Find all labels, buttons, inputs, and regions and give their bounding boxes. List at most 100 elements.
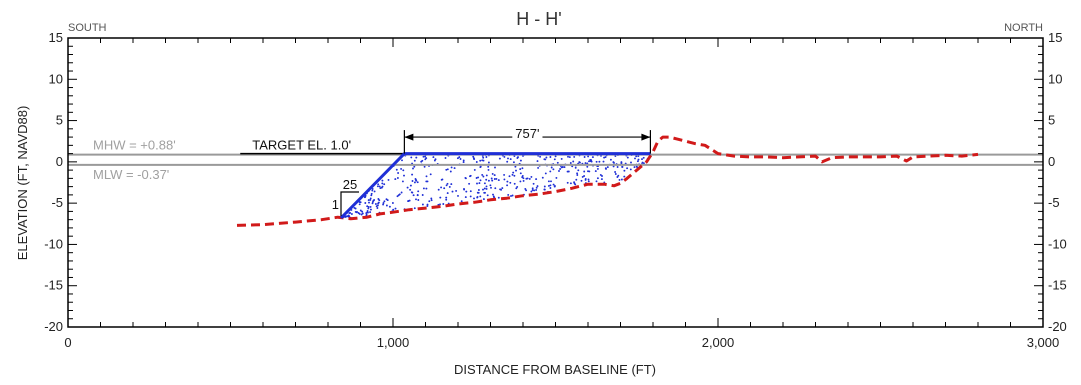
fill-stipple-dot xyxy=(426,205,429,207)
fill-stipple-dot xyxy=(458,156,461,159)
tide-label: MLW = -0.37' xyxy=(93,167,169,182)
fill-stipple-dot xyxy=(515,187,518,190)
fill-stipple-dot xyxy=(416,181,419,184)
fill-stipple-dot xyxy=(567,155,569,158)
fill-stipple-dot xyxy=(583,156,586,158)
fill-stipple-dot xyxy=(555,176,558,179)
y-tick-label-right: 10 xyxy=(1048,71,1062,86)
fill-stipple-dot xyxy=(358,212,361,215)
fill-stipple-dot xyxy=(563,166,566,169)
fill-stipple-dot xyxy=(424,158,427,161)
fill-stipple-dot xyxy=(580,179,583,182)
fill-stipple-dot xyxy=(492,193,494,196)
fill-stipple-dot xyxy=(587,180,590,183)
fill-stipple-dot xyxy=(469,195,472,198)
fill-stipple-dot xyxy=(503,178,506,181)
fill-stipple-dot xyxy=(604,167,607,170)
fill-stipple-dot xyxy=(506,180,509,183)
fill-stipple-dot xyxy=(630,161,632,164)
fill-stipple-dot xyxy=(525,189,528,192)
fill-stipple-dot xyxy=(545,156,548,159)
fill-stipple-dot xyxy=(485,187,488,190)
y-tick-label-right: -20 xyxy=(1048,319,1067,334)
fill-stipple-dot xyxy=(550,180,552,183)
fill-stipple-dot xyxy=(600,178,603,181)
fill-stipple-dot xyxy=(547,180,550,183)
fill-stipple-dot xyxy=(465,190,468,193)
fill-stipple-dot xyxy=(354,207,357,210)
fill-stipple-dot xyxy=(456,157,459,160)
slope-indicator xyxy=(340,191,359,217)
fill-stipple-dot xyxy=(604,156,607,159)
fill-stipple-dot xyxy=(374,203,377,205)
fill-stipple-dot xyxy=(411,180,414,182)
fill-stipple-dot xyxy=(519,172,522,175)
fill-stipple-dot xyxy=(620,178,623,181)
fill-stipple-dot xyxy=(596,177,599,180)
fill-stipple-dot xyxy=(400,167,403,170)
fill-stipple-dot xyxy=(554,155,557,158)
fill-stipple-dot xyxy=(601,175,603,177)
fill-stipple-dot xyxy=(406,186,409,189)
dimension-label-bg xyxy=(512,126,543,142)
fill-stipple-dot xyxy=(398,193,401,196)
fill-stipple-dot xyxy=(583,175,586,177)
fill-stipple-dot xyxy=(442,203,445,205)
fill-stipple-dot xyxy=(568,156,571,159)
fill-stipple-dot xyxy=(553,185,556,188)
fill-stipple-dot xyxy=(581,175,584,178)
fill-stipple-dot xyxy=(421,194,424,196)
fill-stipple-dot xyxy=(369,211,372,214)
fill-stipple-dot xyxy=(476,182,478,185)
fill-stipple-dot xyxy=(472,157,475,160)
fill-stipple-dot xyxy=(494,187,497,190)
fill-stipple-dot xyxy=(572,160,575,163)
fill-stipple-dot xyxy=(587,178,590,181)
axes: -20 -20 -15 -15 -10 -10 -5 -5 0 0 5 5 10 10 15 15 0 1,000… xyxy=(44,30,1067,350)
fill-template-area xyxy=(341,153,651,219)
y-tick-label-right: 5 xyxy=(1048,113,1055,128)
fill-stipple-dot xyxy=(413,165,416,168)
fill-stipple-dot xyxy=(598,160,601,163)
y-tick-label-right: 15 xyxy=(1048,30,1062,45)
fill-stipple-dot xyxy=(485,185,488,188)
fill-stipple-dot xyxy=(514,165,517,168)
fill-stipple-dot xyxy=(535,178,538,181)
fill-stipple-dot xyxy=(366,205,369,208)
fill-stipple-dot xyxy=(355,211,358,214)
fill-stipple-dot xyxy=(429,173,432,176)
fill-stipple-dot xyxy=(486,194,489,197)
fill-stipple-dot xyxy=(637,158,640,161)
fill-stipple-dot xyxy=(482,198,485,201)
fill-stipple-dot xyxy=(489,184,492,187)
fill-stipple-dot xyxy=(445,184,448,187)
fill-stipple-dot xyxy=(388,205,391,208)
fill-stipple-dot xyxy=(367,199,370,202)
fill-stipple-dot xyxy=(495,177,498,180)
fill-stipple-dot xyxy=(446,182,449,185)
fill-stipple-dot xyxy=(516,185,519,188)
fill-stipple-dot xyxy=(369,208,372,211)
fill-stipple-dot xyxy=(525,177,528,180)
fill-stipple-dot xyxy=(463,188,466,191)
fill-stipple-dot xyxy=(476,196,479,198)
fill-stipple-dot xyxy=(623,169,626,172)
fill-stipple-dot xyxy=(372,199,375,202)
fill-stipple-dot xyxy=(507,157,509,160)
y-tick-label-right: -15 xyxy=(1048,278,1067,293)
fill-stipple-dot xyxy=(509,181,512,184)
fill-stipple-dot xyxy=(515,169,517,172)
fill-stipple-dot xyxy=(531,187,534,190)
fill-stipple-dot xyxy=(371,187,374,190)
fill-stipple-dot xyxy=(366,210,369,212)
fill-stipple-dot xyxy=(612,165,615,168)
fill-stipple-dot xyxy=(549,170,552,173)
fill-stipple-dot xyxy=(401,159,403,162)
fill-stipple-dot xyxy=(487,161,490,164)
fill-stipple-dot xyxy=(482,159,485,162)
fill-stipple-dot xyxy=(410,156,413,159)
fill-stipple-dot xyxy=(485,174,488,177)
fill-stipple-dot xyxy=(522,179,525,182)
x-tick-label: 3,000 xyxy=(1027,335,1060,350)
fill-stipple-dot xyxy=(459,158,462,160)
